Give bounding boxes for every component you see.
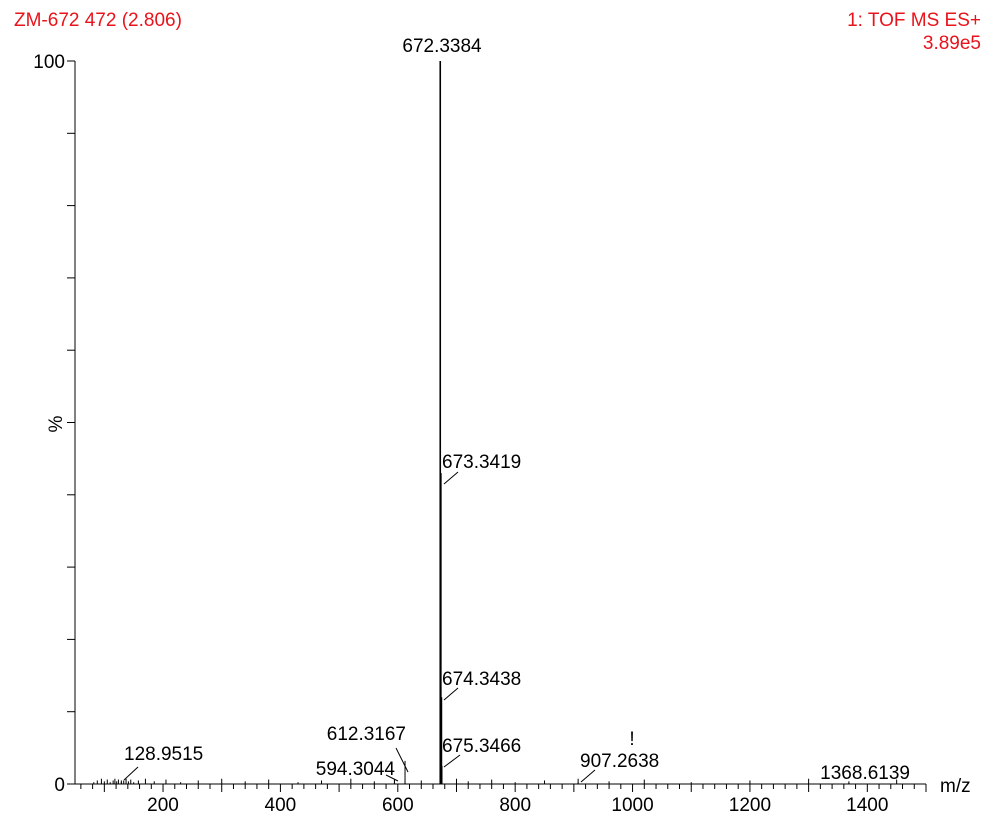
peak-leader-line [443, 687, 459, 701]
y-tick-label: 100 [33, 52, 65, 73]
y-tick-label: 0 [54, 775, 65, 796]
chart-peak-labels: 672.3384 673.3419 674.3438 675.3466 612.3167… [123, 36, 910, 784]
max-intensity-label: 3.89e5 [922, 33, 981, 54]
x-tick-label: 1200 [729, 795, 771, 816]
x-tick-label: 200 [147, 795, 179, 816]
peak-leader-line [443, 471, 459, 485]
peak-leader-line [385, 774, 399, 782]
x-tick-label: 600 [382, 795, 414, 816]
peak-leader-line [395, 747, 409, 773]
chart-peaks [93, 61, 898, 784]
peak-label: 675.3466 [442, 736, 521, 757]
peak-label: 672.3384 [402, 36, 482, 57]
peak-label: 594.3044 [316, 759, 396, 780]
peak-label: 673.3419 [442, 452, 521, 473]
peak-label: 1368.6139 [820, 763, 910, 784]
x-tick-label: 400 [265, 795, 297, 816]
chart-ticks: 0 100 200 400 600 800 1000 1200 1400 [33, 52, 927, 816]
x-axis-label: m/z [940, 776, 971, 797]
peak-label: 907.2638 [580, 751, 659, 772]
peak-label: 128.9515 [124, 744, 203, 765]
x-tick-label: 1400 [846, 795, 888, 816]
y-axis-label: % [46, 415, 67, 432]
x-tick-label: 800 [499, 795, 531, 816]
sample-label: ZM-672 472 (2.806) [14, 10, 182, 31]
peak-label: 612.3167 [327, 724, 406, 745]
function-label: 1: TOF MS ES+ [847, 10, 981, 31]
peak-leader-line [580, 769, 596, 783]
peak-leader-line [123, 766, 139, 781]
peak-annotation: ! [629, 729, 634, 750]
peak-leader-line [443, 754, 461, 768]
x-tick-label: 1000 [611, 795, 653, 816]
peak-label: 674.3438 [442, 669, 521, 690]
